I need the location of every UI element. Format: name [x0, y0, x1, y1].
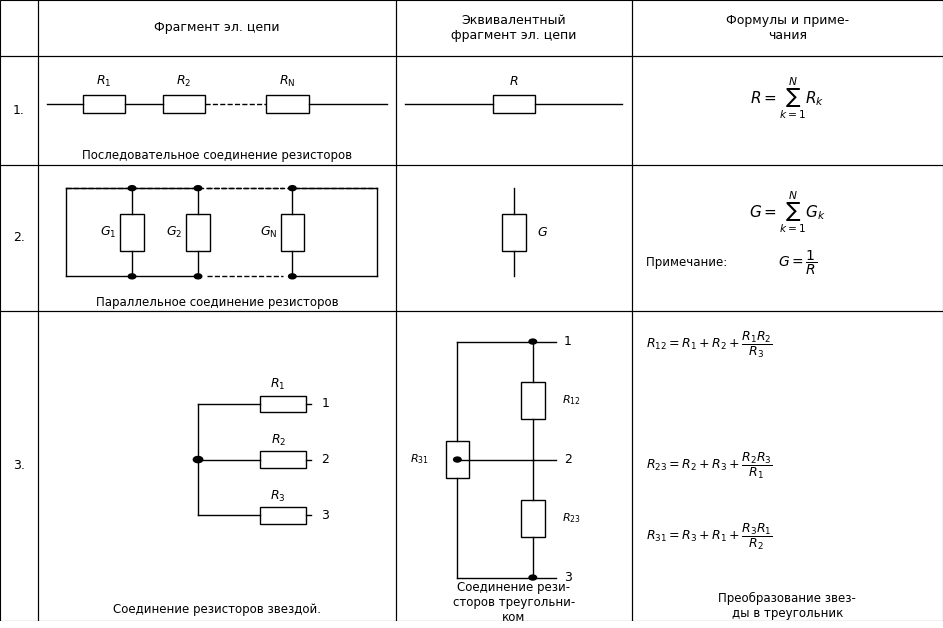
Text: $R = \sum_{k=1}^{N} R_k$: $R = \sum_{k=1}^{N} R_k$: [751, 75, 824, 121]
Text: $R_1$: $R_1$: [271, 377, 286, 392]
Text: Примечание:: Примечание:: [646, 256, 731, 269]
Text: Соединение рези-
сторов треугольни-
ком: Соединение рези- сторов треугольни- ком: [453, 581, 575, 624]
Text: 2.: 2.: [13, 231, 25, 244]
Circle shape: [529, 339, 537, 344]
Text: $G_1$: $G_1$: [100, 225, 117, 240]
Text: Фрагмент эл. цепи: Фрагмент эл. цепи: [154, 21, 280, 35]
Text: $R_\mathrm{N}$: $R_\mathrm{N}$: [279, 74, 296, 89]
Text: Соединение резисторов звездой.: Соединение резисторов звездой.: [113, 604, 321, 616]
Circle shape: [194, 274, 202, 279]
Circle shape: [289, 186, 296, 191]
Text: $R_2$: $R_2$: [176, 74, 191, 89]
Circle shape: [194, 186, 202, 191]
Circle shape: [289, 274, 296, 279]
Text: 3.: 3.: [13, 459, 25, 472]
Text: Преобразование звез-
ды в треугольник: Преобразование звез- ды в треугольник: [719, 592, 856, 620]
Text: 2: 2: [564, 453, 571, 466]
Text: $R_{31}=R_3+R_1+\dfrac{R_3 R_1}{R_2}$: $R_{31}=R_3+R_1+\dfrac{R_3 R_1}{R_2}$: [646, 522, 772, 552]
Text: $G$: $G$: [537, 225, 548, 239]
Circle shape: [454, 457, 461, 462]
Circle shape: [128, 186, 136, 191]
Text: 3: 3: [322, 509, 329, 522]
Text: $R_{23}=R_2+R_3+\dfrac{R_2 R_3}{R_1}$: $R_{23}=R_2+R_3+\dfrac{R_2 R_3}{R_1}$: [646, 451, 772, 481]
Text: 3: 3: [564, 571, 571, 584]
Circle shape: [193, 457, 203, 463]
Text: Эквивалентный
фрагмент эл. цепи: Эквивалентный фрагмент эл. цепи: [452, 14, 576, 42]
Circle shape: [128, 274, 136, 279]
Text: $R_{23}$: $R_{23}$: [561, 512, 581, 526]
Text: $G = \sum_{k=1}^{N} G_k$: $G = \sum_{k=1}^{N} G_k$: [749, 190, 826, 236]
Text: $R_2$: $R_2$: [271, 433, 286, 448]
Text: Последовательное соединение резисторов: Последовательное соединение резисторов: [82, 149, 352, 162]
Text: $R_1$: $R_1$: [96, 74, 111, 89]
Text: 1: 1: [322, 397, 329, 410]
Text: 1.: 1.: [13, 104, 25, 117]
Text: 2: 2: [322, 453, 329, 466]
Text: $R_3$: $R_3$: [271, 489, 286, 504]
Text: 1: 1: [564, 335, 571, 348]
Text: $G = \dfrac{1}{R}$: $G = \dfrac{1}{R}$: [778, 248, 818, 276]
Text: Параллельное соединение резисторов: Параллельное соединение резисторов: [95, 296, 339, 309]
Text: $G_\mathrm{N}$: $G_\mathrm{N}$: [260, 225, 277, 240]
Circle shape: [529, 575, 537, 580]
Text: $R_{31}$: $R_{31}$: [409, 453, 428, 467]
Text: $R_{12}=R_1+R_2+\dfrac{R_1 R_2}{R_3}$: $R_{12}=R_1+R_2+\dfrac{R_1 R_2}{R_3}$: [646, 330, 772, 360]
Text: Формулы и приме-
чания: Формулы и приме- чания: [726, 14, 849, 42]
Text: $R$: $R$: [509, 75, 519, 88]
Text: $R_{12}$: $R_{12}$: [561, 394, 580, 408]
Text: $G_2$: $G_2$: [166, 225, 183, 240]
